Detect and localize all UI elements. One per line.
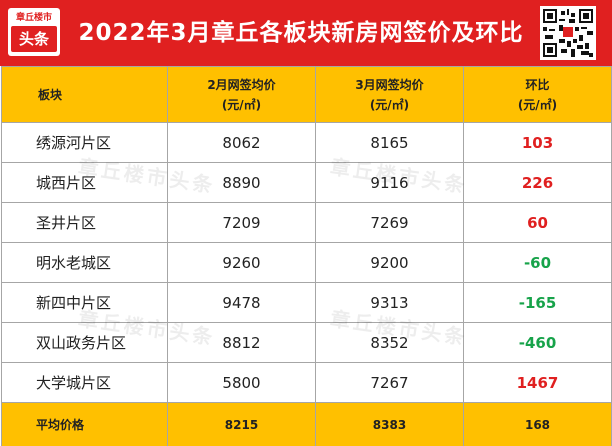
footer-mar: 8383 xyxy=(315,402,464,446)
cell-mom: -60 xyxy=(463,242,612,283)
header-feb-unit: (元/㎡) xyxy=(221,97,262,112)
cell-area: 城西片区 xyxy=(1,162,168,203)
table-row: 新四中片区 9478 9313 -165 xyxy=(1,282,612,323)
header-feb: 2月网签均价 (元/㎡) xyxy=(167,66,316,123)
header-banner: 章丘楼市 头条 2022年3月章丘各板块新房网签价及环比 xyxy=(0,0,612,66)
brand-logo: 章丘楼市 头条 xyxy=(8,8,60,56)
cell-mom: 1467 xyxy=(463,362,612,403)
cell-mar: 7269 xyxy=(315,202,464,243)
cell-area: 新四中片区 xyxy=(1,282,168,323)
cell-feb: 5800 xyxy=(167,362,316,403)
cell-mar: 8352 xyxy=(315,322,464,363)
cell-mar: 9200 xyxy=(315,242,464,283)
header-mar-unit: (元/㎡) xyxy=(369,97,410,112)
header-mom-unit: (元/㎡) xyxy=(517,97,558,112)
table-row: 双山政务片区 8812 8352 -460 xyxy=(1,322,612,363)
cell-feb: 7209 xyxy=(167,202,316,243)
table-row: 城西片区 8890 9116 226 xyxy=(1,162,612,203)
cell-feb: 8812 xyxy=(167,322,316,363)
cell-feb: 8062 xyxy=(167,122,316,163)
cell-feb: 8890 xyxy=(167,162,316,203)
cell-area: 明水老城区 xyxy=(1,242,168,283)
table-row: 明水老城区 9260 9200 -60 xyxy=(1,242,612,283)
table-row: 大学城片区 5800 7267 1467 xyxy=(1,362,612,403)
header-mom-label: 环比 xyxy=(525,77,550,92)
table-row: 圣井片区 7209 7269 60 xyxy=(1,202,612,243)
cell-area: 圣井片区 xyxy=(1,202,168,243)
footer-feb: 8215 xyxy=(167,402,316,446)
page-title: 2022年3月章丘各板块新房网签价及环比 xyxy=(78,20,524,46)
cell-area: 大学城片区 xyxy=(1,362,168,403)
cell-feb: 9260 xyxy=(167,242,316,283)
qr-code-icon xyxy=(543,9,593,57)
header-mar: 3月网签均价 (元/㎡) xyxy=(315,66,464,123)
cell-mar: 8165 xyxy=(315,122,464,163)
table-footer-row: 平均价格 8215 8383 168 xyxy=(1,402,612,446)
cell-mar: 9116 xyxy=(315,162,464,203)
cell-mom: -460 xyxy=(463,322,612,363)
cell-mom: 60 xyxy=(463,202,612,243)
cell-mar: 7267 xyxy=(315,362,464,403)
header-mom: 环比 (元/㎡) xyxy=(463,66,612,123)
logo-top-text: 章丘楼市 xyxy=(15,13,52,23)
footer-label: 平均价格 xyxy=(1,402,168,446)
cell-mom: -165 xyxy=(463,282,612,323)
header-area: 板块 xyxy=(1,66,168,123)
cell-area: 绣源河片区 xyxy=(1,122,168,163)
table-header-row: 板块 2月网签均价 (元/㎡) 3月网签均价 (元/㎡) 环比 (元/㎡) xyxy=(1,66,612,123)
price-table: 板块 2月网签均价 (元/㎡) 3月网签均价 (元/㎡) 环比 (元/㎡) 绣源… xyxy=(1,66,612,446)
cell-feb: 9478 xyxy=(167,282,316,323)
cell-mom: 103 xyxy=(463,122,612,163)
header-mar-label: 3月网签均价 xyxy=(355,77,424,92)
footer-mom: 168 xyxy=(463,402,612,446)
cell-area: 双山政务片区 xyxy=(1,322,168,363)
logo-bottom-text: 头条 xyxy=(11,26,57,52)
cell-mar: 9313 xyxy=(315,282,464,323)
header-feb-label: 2月网签均价 xyxy=(207,77,276,92)
cell-mom: 226 xyxy=(463,162,612,203)
header-area-label: 板块 xyxy=(38,87,63,102)
table-row: 绣源河片区 8062 8165 103 xyxy=(1,122,612,163)
qr-code xyxy=(540,6,596,60)
